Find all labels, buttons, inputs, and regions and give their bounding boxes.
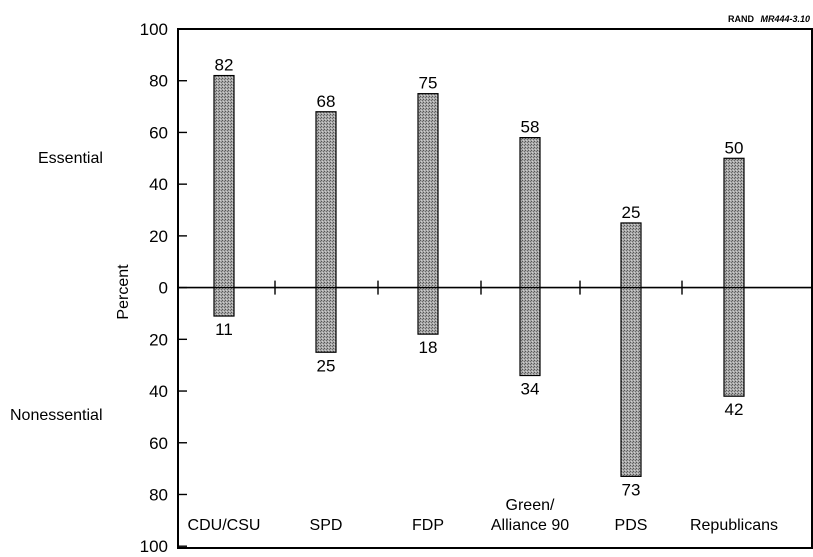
bar-essential — [519, 137, 541, 289]
bar-nonessential — [620, 287, 642, 477]
axis-layer — [178, 28, 812, 547]
bar-essential — [213, 74, 235, 289]
data-label-essential: 25 — [622, 203, 641, 222]
y-tick-label: 60 — [149, 123, 168, 142]
bars-layer — [213, 74, 745, 477]
y-tick-label: 80 — [149, 72, 168, 91]
y-tick-label: 40 — [149, 175, 168, 194]
bar-nonessential — [519, 287, 541, 377]
plot-frame — [177, 28, 813, 549]
data-label-nonessential: 25 — [317, 356, 336, 375]
bar-nonessential — [315, 287, 337, 353]
data-label-essential: 68 — [317, 92, 336, 111]
lower-region-label: Nonessential — [10, 407, 103, 424]
y-tick-label: 20 — [149, 227, 168, 246]
category-label: Green/Alliance 90 — [491, 497, 569, 534]
category-label: CDU/CSU — [188, 517, 261, 534]
y-axis-label: Percent — [115, 264, 132, 320]
data-label-nonessential: 34 — [521, 380, 540, 399]
category-label: FDP — [412, 517, 444, 534]
category-label: SPD — [310, 517, 343, 534]
category-label: PDS — [615, 517, 648, 534]
y-tick-label: 80 — [149, 485, 168, 504]
data-label-nonessential: 73 — [622, 480, 641, 499]
bar-essential — [620, 222, 642, 289]
bar-nonessential — [417, 287, 439, 335]
labels-layer: 100 80 60 40 20 0 20 40 60 80 100 82 11 CDU/CSU 68 25 SP… — [140, 20, 778, 556]
credit-org: RAND — [728, 14, 754, 24]
bar-essential — [723, 157, 745, 289]
data-label-essential: 75 — [419, 74, 438, 93]
credit-code: MR444-3.10 — [760, 14, 810, 24]
bar-essential — [417, 93, 439, 289]
y-tick-label: 40 — [149, 382, 168, 401]
data-label-nonessential: 42 — [725, 400, 744, 419]
upper-region-label: Essential — [38, 150, 103, 167]
bar-essential — [315, 111, 337, 289]
y-tick-label: 0 — [159, 279, 168, 298]
y-tick-label: 100 — [140, 537, 168, 556]
y-tick-label: 60 — [149, 434, 168, 453]
category-label: Republicans — [690, 517, 778, 534]
bar-nonessential — [723, 287, 745, 397]
data-label-nonessential: 18 — [419, 338, 438, 357]
bar-nonessential — [213, 287, 235, 317]
data-label-essential: 50 — [725, 138, 744, 157]
y-tick-label: 100 — [140, 20, 168, 39]
data-label-essential: 82 — [215, 56, 234, 75]
data-label-nonessential: 11 — [215, 320, 233, 339]
y-tick-label: 20 — [149, 330, 168, 349]
data-label-essential: 58 — [521, 118, 540, 137]
